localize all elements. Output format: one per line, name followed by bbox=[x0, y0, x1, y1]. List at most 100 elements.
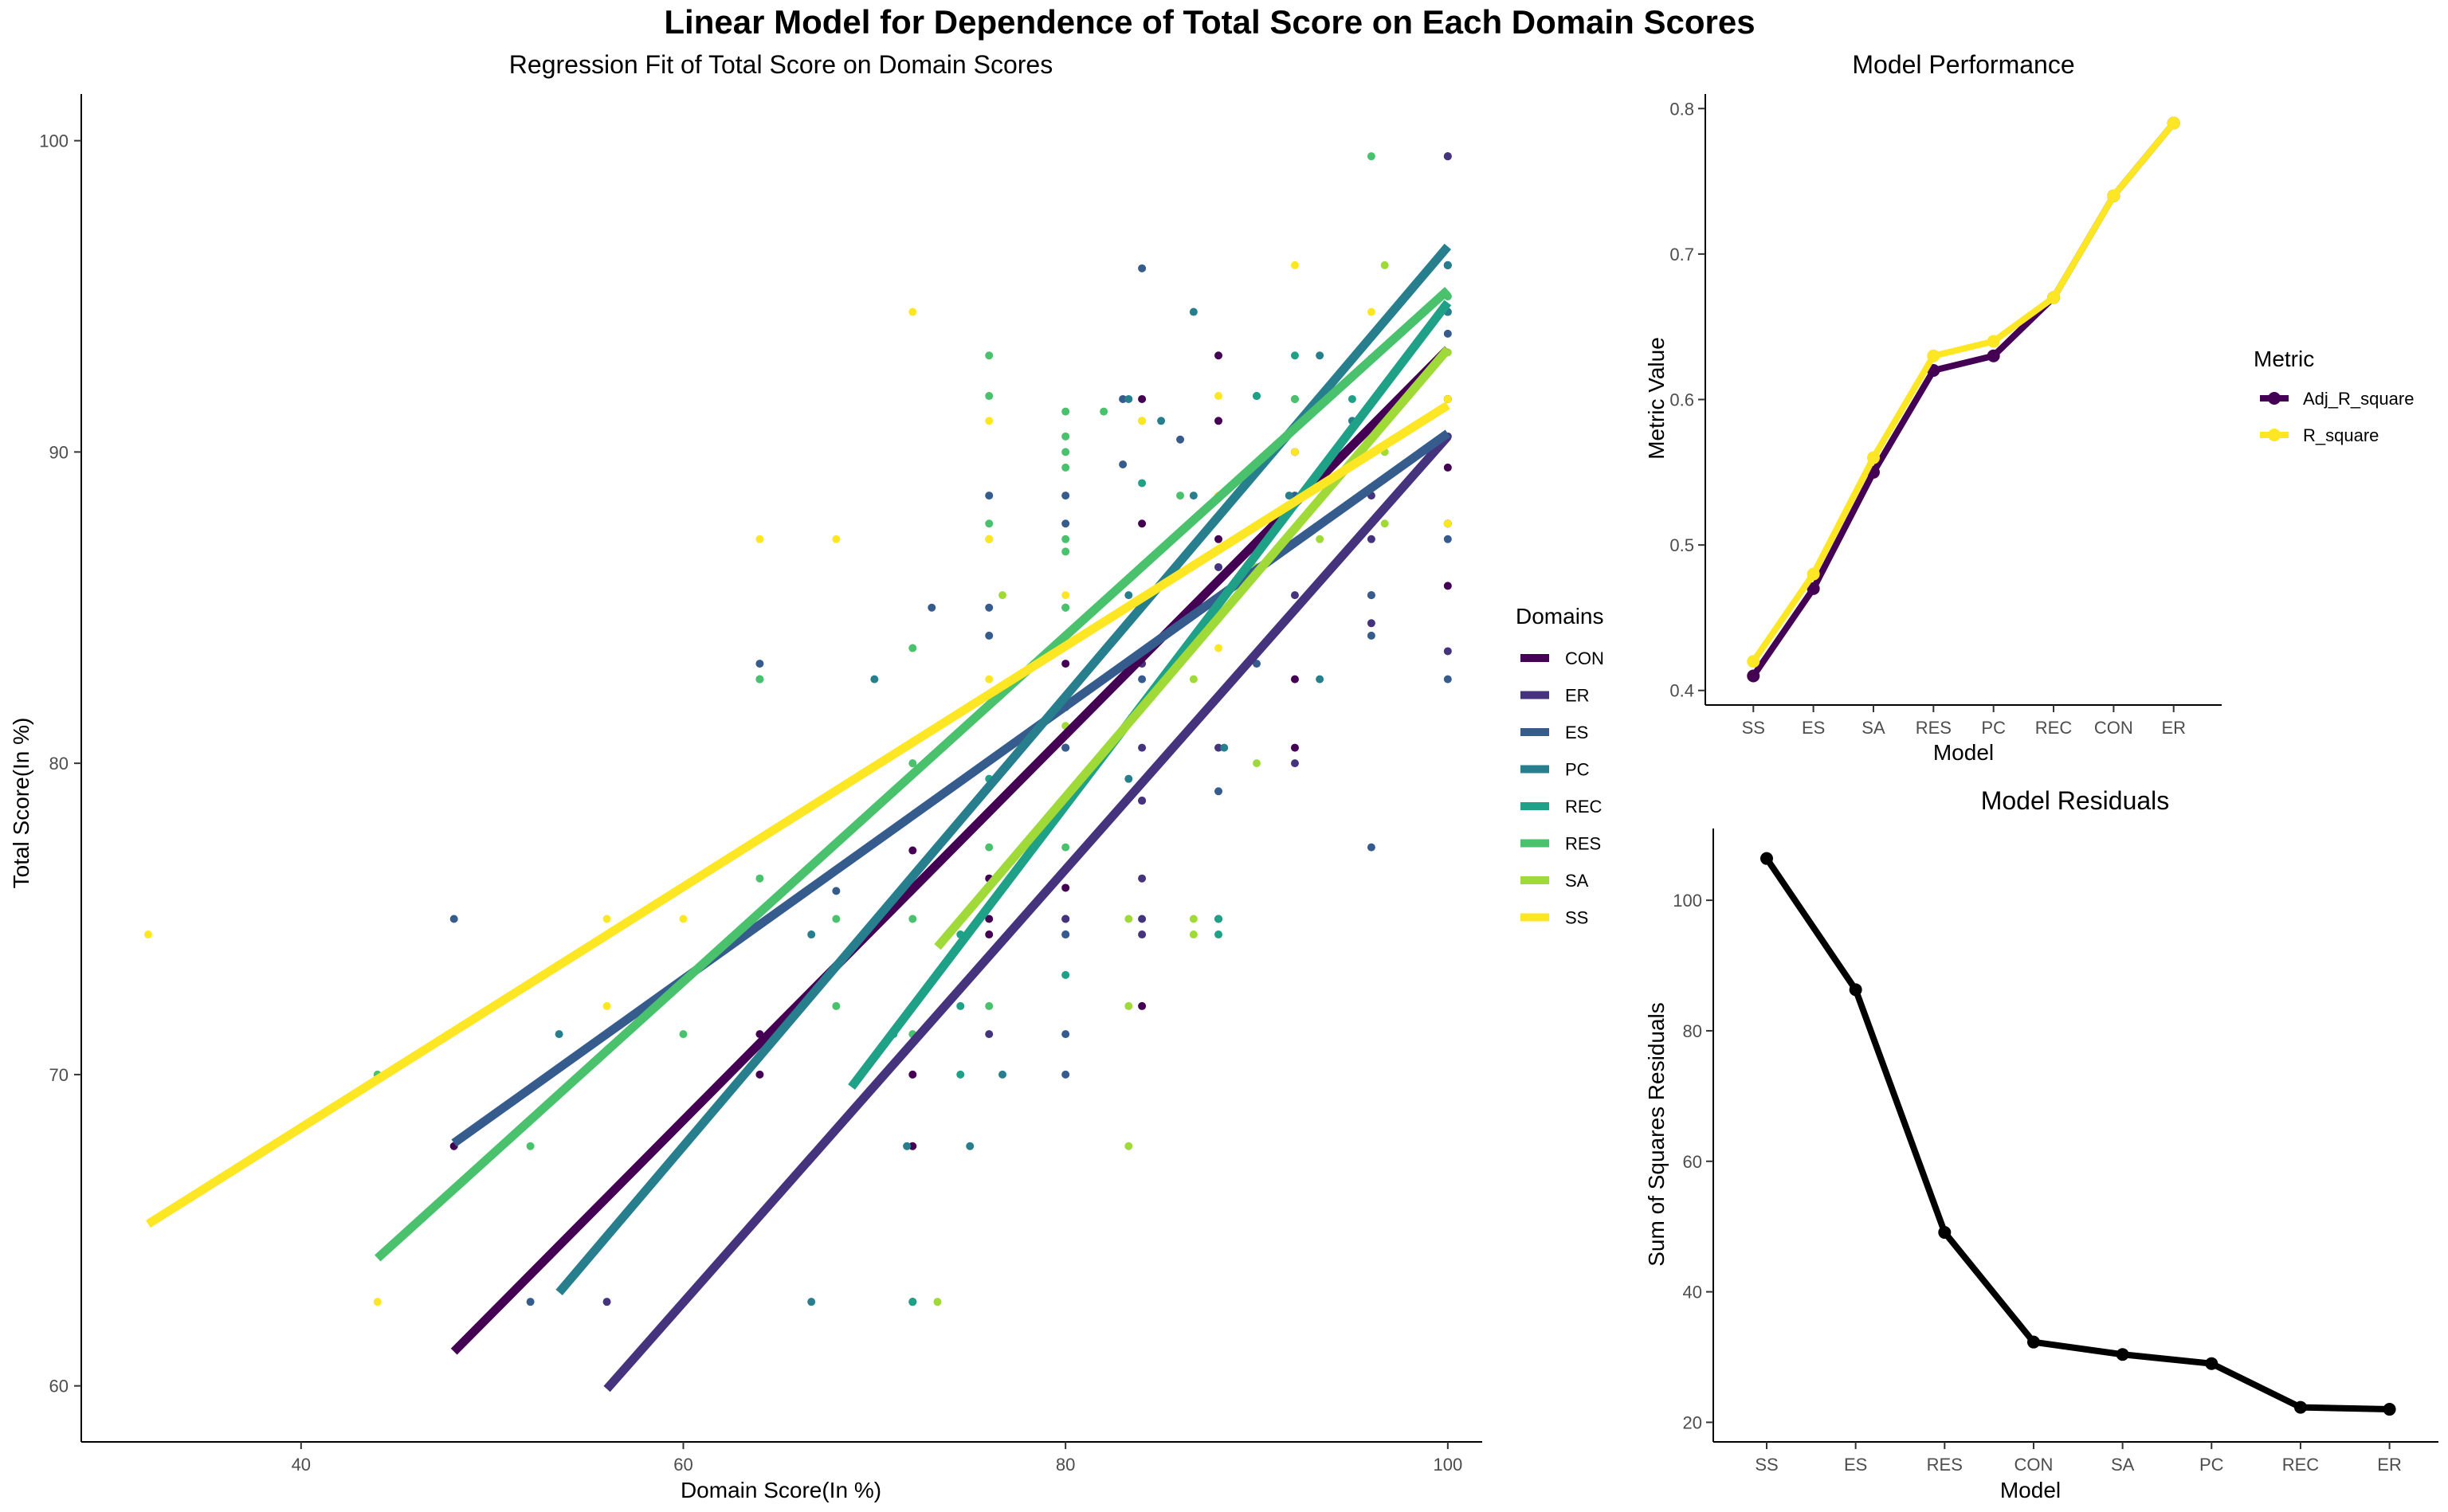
metric-legend: Metric Adj_R_square R_square bbox=[2254, 347, 2414, 445]
performance-title: Model Performance bbox=[1852, 50, 2074, 79]
regression-x-tick-label: 40 bbox=[292, 1455, 311, 1475]
regression-point-sa bbox=[1380, 260, 1389, 269]
regression-point-rec bbox=[908, 1298, 917, 1306]
regression-point-pc bbox=[1316, 675, 1324, 684]
regression-point-con bbox=[1290, 743, 1299, 752]
regression-point-res bbox=[908, 644, 917, 652]
regression-point-er bbox=[1138, 930, 1147, 939]
regression-point-er bbox=[1443, 647, 1452, 656]
performance-y-tick-label: 0.5 bbox=[1669, 535, 1694, 555]
regression-point-con bbox=[1443, 463, 1452, 472]
regression-point-sa bbox=[998, 591, 1007, 600]
regression-point-pc bbox=[807, 1298, 816, 1306]
regression-point-er bbox=[1138, 797, 1147, 805]
regression-point-es bbox=[1061, 519, 1070, 528]
regression-fit-line-er bbox=[603, 433, 1451, 1393]
residuals-x-tick-label: SA bbox=[2111, 1455, 2135, 1475]
regression-point-res bbox=[755, 874, 764, 883]
regression-point-es bbox=[1119, 394, 1128, 403]
regression-point-ss bbox=[1367, 307, 1375, 316]
regression-panel: Regression Fit of Total Score on Domain … bbox=[9, 50, 1604, 1502]
regression-point-pc bbox=[807, 930, 816, 939]
regression-point-res bbox=[1290, 394, 1299, 403]
regression-point-ss bbox=[985, 535, 994, 543]
domains-legend-label: PC bbox=[1565, 760, 1590, 780]
regression-point-res bbox=[985, 351, 994, 360]
domains-legend-label: CON bbox=[1565, 648, 1604, 668]
performance-line-r_square bbox=[1750, 120, 2176, 664]
regression-point-con bbox=[1290, 675, 1299, 684]
regression-point-res bbox=[1100, 407, 1108, 416]
regression-point-pc bbox=[966, 1142, 975, 1150]
regression-point-res bbox=[1061, 603, 1070, 612]
regression-point-res bbox=[1061, 463, 1070, 472]
regression-point-con bbox=[908, 846, 917, 855]
regression-point-sa bbox=[1124, 1001, 1133, 1010]
performance-y-tick-label: 0.7 bbox=[1669, 245, 1694, 264]
regression-point-er bbox=[1290, 759, 1299, 768]
regression-point-sa bbox=[933, 1298, 942, 1306]
regression-point-sa bbox=[1189, 675, 1198, 684]
regression-point-con bbox=[1214, 351, 1223, 360]
regression-point-es bbox=[1367, 843, 1375, 852]
performance-point-adj_r_square bbox=[1987, 349, 2000, 362]
regression-point-es bbox=[755, 660, 764, 668]
performance-y-tick-label: 0.8 bbox=[1669, 99, 1694, 119]
regression-point-res bbox=[755, 675, 764, 684]
regression-point-pc bbox=[1189, 307, 1198, 316]
regression-point-rec bbox=[1138, 479, 1147, 488]
regression-point-con bbox=[985, 915, 994, 923]
regression-point-res bbox=[832, 1001, 841, 1010]
residuals-y-tick-label: 40 bbox=[1683, 1283, 1702, 1302]
regression-fit-line-es bbox=[451, 429, 1451, 1147]
regression-point-pc bbox=[1285, 492, 1293, 500]
regression-point-er bbox=[1061, 915, 1070, 923]
performance-x-tick-label: ER bbox=[2161, 718, 2186, 738]
domains-legend-title: Domains bbox=[1516, 604, 1603, 629]
residuals-line bbox=[1763, 856, 2390, 1413]
regression-point-es bbox=[928, 603, 936, 612]
regression-point-ss bbox=[602, 1001, 611, 1010]
regression-point-res bbox=[1061, 547, 1070, 556]
regression-point-con bbox=[1443, 582, 1452, 590]
residuals-y-tick-label: 60 bbox=[1683, 1152, 1702, 1172]
regression-point-ss bbox=[1214, 644, 1223, 652]
regression-x-axis-title: Domain Score(In %) bbox=[681, 1478, 881, 1502]
performance-x-tick-label: CON bbox=[2094, 718, 2133, 738]
regression-point-es bbox=[526, 1298, 535, 1306]
performance-y-tick-label: 0.6 bbox=[1669, 390, 1694, 410]
regression-point-ss bbox=[1290, 448, 1299, 456]
regression-point-pc bbox=[1189, 492, 1198, 500]
performance-x-axis-title: Model bbox=[1933, 740, 1994, 765]
regression-y-axis-title: Total Score(In %) bbox=[9, 718, 33, 889]
regression-point-res bbox=[985, 392, 994, 401]
regression-point-pc bbox=[1124, 774, 1133, 783]
regression-point-er bbox=[602, 1298, 611, 1306]
regression-plot-area: 40 60 80 100 60 70 80 90 100 bbox=[39, 94, 1482, 1475]
regression-point-con bbox=[1138, 519, 1147, 528]
regression-point-er bbox=[1367, 619, 1375, 628]
regression-point-res bbox=[526, 1142, 535, 1150]
regression-point-es bbox=[985, 492, 994, 500]
regression-point-res bbox=[679, 1030, 688, 1039]
residuals-x-tick-label: PC bbox=[2199, 1455, 2224, 1475]
regression-point-ss bbox=[985, 675, 994, 684]
residuals-x-tick-label: RES bbox=[1927, 1455, 1963, 1475]
residuals-point bbox=[2026, 1335, 2040, 1349]
domains-legend-label: REC bbox=[1565, 797, 1603, 817]
performance-point-r_square bbox=[1866, 451, 1880, 464]
regression-point-sa bbox=[1380, 519, 1389, 528]
regression-point-rec bbox=[1214, 915, 1223, 923]
regression-point-res bbox=[1061, 843, 1070, 852]
regression-point-res bbox=[1061, 448, 1070, 456]
regression-y-tick-label: 90 bbox=[49, 442, 69, 462]
regression-point-pc bbox=[1157, 417, 1166, 425]
domains-legend-label: ES bbox=[1565, 723, 1588, 742]
regression-point-es bbox=[1443, 535, 1452, 543]
regression-point-ss bbox=[832, 535, 841, 543]
performance-y-tick-label: 0.4 bbox=[1669, 681, 1694, 701]
regression-point-es bbox=[1061, 930, 1070, 939]
residuals-x-tick-label: ER bbox=[2377, 1455, 2402, 1475]
performance-point-r_square bbox=[1747, 655, 1760, 668]
regression-point-es bbox=[1367, 631, 1375, 640]
